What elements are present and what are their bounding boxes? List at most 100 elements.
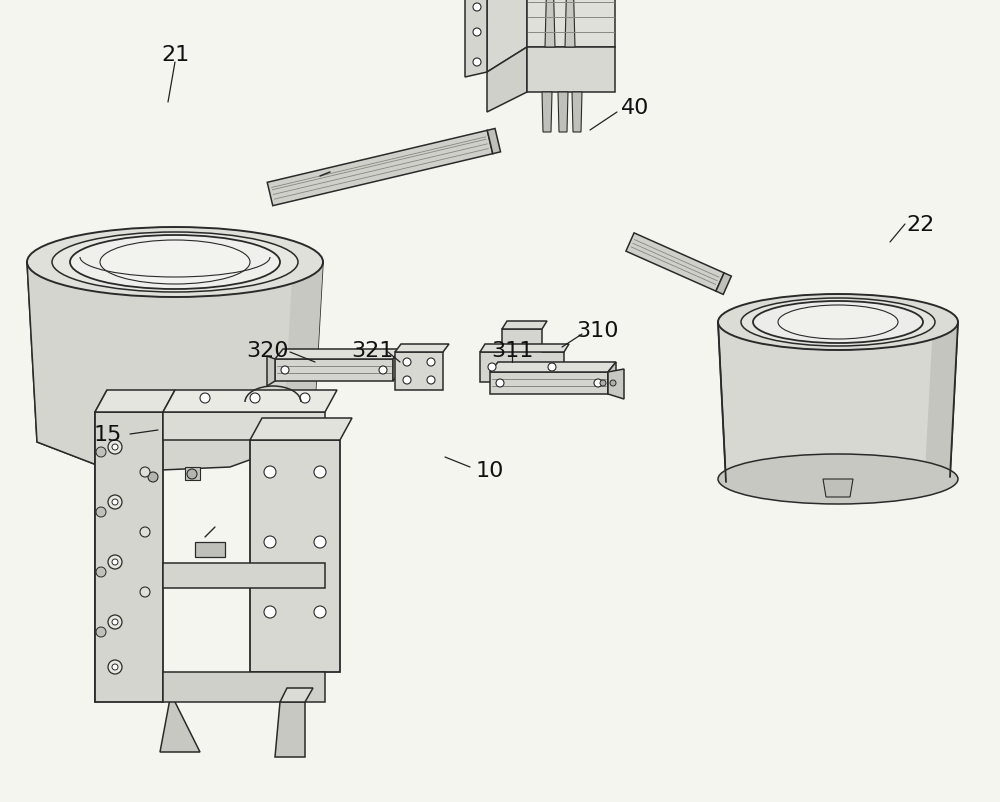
Circle shape (300, 394, 310, 403)
Polygon shape (480, 345, 569, 353)
Polygon shape (565, 0, 575, 48)
Polygon shape (545, 0, 555, 48)
Text: 311: 311 (491, 341, 533, 361)
Ellipse shape (753, 302, 923, 343)
Circle shape (96, 448, 106, 457)
Ellipse shape (718, 294, 958, 350)
Circle shape (187, 469, 197, 480)
Polygon shape (716, 273, 731, 295)
Circle shape (112, 500, 118, 505)
Circle shape (403, 358, 411, 367)
Polygon shape (925, 322, 958, 477)
Circle shape (488, 363, 496, 371)
Text: 320: 320 (246, 341, 288, 361)
Polygon shape (95, 391, 107, 702)
Circle shape (112, 664, 118, 670)
Polygon shape (27, 263, 115, 472)
Text: 22: 22 (906, 215, 934, 235)
Polygon shape (395, 345, 449, 353)
Circle shape (108, 440, 122, 455)
Circle shape (473, 29, 481, 37)
Circle shape (96, 567, 106, 577)
Polygon shape (250, 419, 352, 440)
Ellipse shape (27, 228, 323, 298)
Circle shape (403, 376, 411, 384)
Text: 310: 310 (577, 321, 619, 341)
Polygon shape (502, 322, 547, 330)
Circle shape (140, 468, 150, 477)
Polygon shape (250, 440, 340, 672)
Polygon shape (527, 0, 615, 48)
Circle shape (427, 376, 435, 384)
Ellipse shape (70, 236, 280, 290)
Circle shape (473, 59, 481, 67)
Circle shape (314, 467, 326, 479)
Polygon shape (487, 48, 527, 113)
Circle shape (314, 537, 326, 549)
Polygon shape (487, 129, 501, 155)
Polygon shape (163, 563, 325, 588)
Circle shape (427, 358, 435, 367)
Text: 15: 15 (94, 424, 122, 444)
Polygon shape (275, 702, 305, 757)
Ellipse shape (718, 455, 958, 504)
Polygon shape (163, 672, 325, 702)
Polygon shape (275, 359, 393, 382)
Circle shape (112, 619, 118, 626)
Circle shape (108, 496, 122, 509)
Ellipse shape (741, 298, 935, 346)
Polygon shape (823, 480, 853, 497)
Polygon shape (283, 263, 323, 437)
Polygon shape (395, 353, 443, 391)
Ellipse shape (778, 306, 898, 339)
Circle shape (140, 528, 150, 537)
Polygon shape (275, 350, 401, 359)
Circle shape (473, 4, 481, 12)
Polygon shape (195, 542, 225, 557)
Polygon shape (160, 672, 200, 752)
Circle shape (600, 380, 606, 387)
Ellipse shape (100, 241, 250, 285)
Polygon shape (267, 357, 275, 387)
Polygon shape (95, 391, 175, 412)
Circle shape (264, 606, 276, 618)
Circle shape (140, 587, 150, 597)
Polygon shape (95, 412, 163, 702)
Circle shape (96, 508, 106, 517)
Circle shape (610, 380, 616, 387)
Circle shape (314, 606, 326, 618)
Polygon shape (465, 0, 487, 78)
Polygon shape (608, 370, 624, 399)
Polygon shape (572, 93, 582, 133)
Polygon shape (487, 0, 527, 73)
Circle shape (108, 660, 122, 674)
Circle shape (108, 555, 122, 569)
Text: 321: 321 (351, 341, 393, 361)
Text: 21: 21 (161, 45, 189, 65)
Circle shape (200, 394, 210, 403)
Polygon shape (393, 350, 401, 382)
Polygon shape (718, 322, 958, 482)
Polygon shape (490, 373, 608, 395)
Polygon shape (480, 330, 564, 383)
Polygon shape (27, 263, 323, 472)
Circle shape (112, 444, 118, 451)
Ellipse shape (52, 233, 298, 293)
Circle shape (281, 367, 289, 375)
Circle shape (148, 472, 158, 482)
Text: 10: 10 (476, 460, 504, 480)
Circle shape (548, 363, 556, 371)
Circle shape (108, 615, 122, 630)
Polygon shape (490, 363, 616, 373)
Circle shape (264, 537, 276, 549)
Polygon shape (558, 93, 568, 133)
Circle shape (594, 379, 602, 387)
Polygon shape (163, 412, 325, 440)
Polygon shape (185, 468, 200, 480)
Circle shape (112, 559, 118, 565)
Circle shape (379, 367, 387, 375)
Circle shape (250, 394, 260, 403)
Polygon shape (626, 233, 724, 292)
Polygon shape (608, 363, 616, 395)
Polygon shape (267, 132, 493, 206)
